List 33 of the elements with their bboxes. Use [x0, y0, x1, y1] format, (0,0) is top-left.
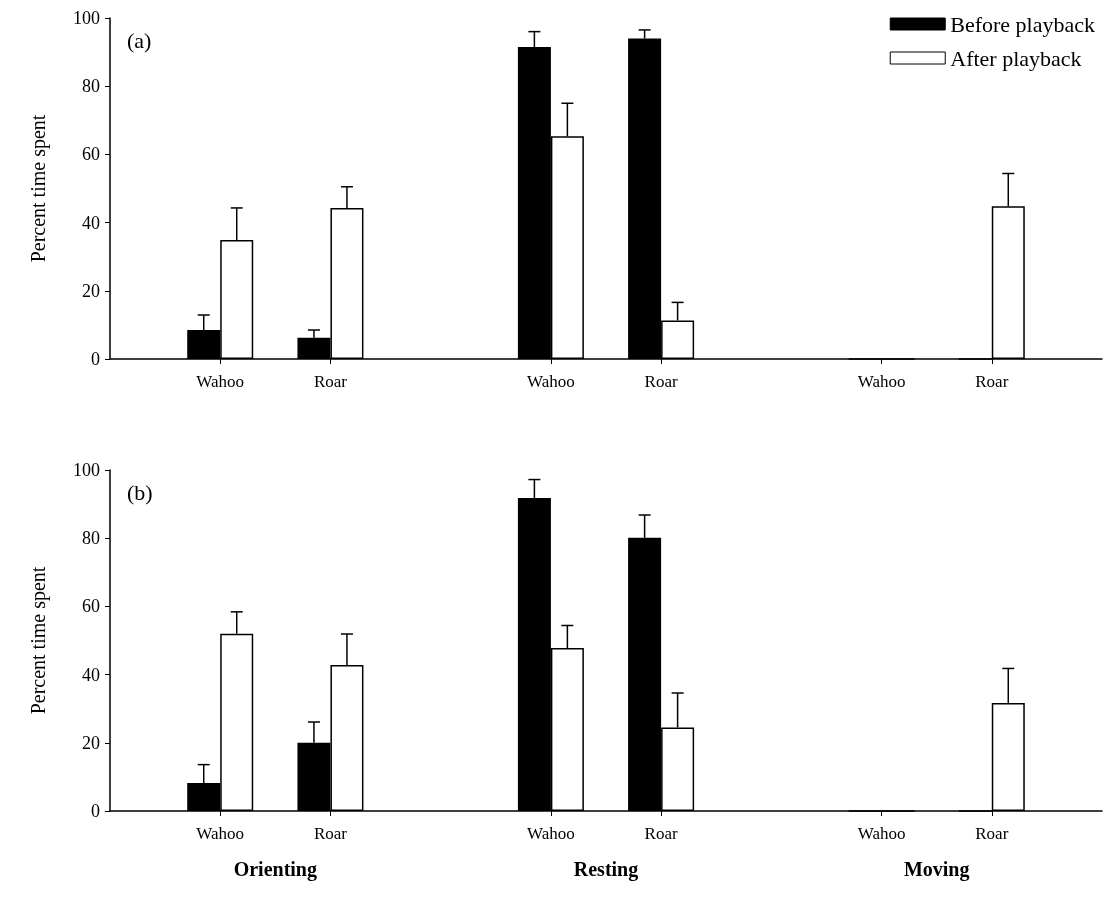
- x-tick-label: Roar: [644, 824, 678, 843]
- chart-title: (a): [127, 27, 152, 53]
- x-tick-label: Wahoo: [196, 824, 245, 843]
- x-tick-label: Roar: [644, 372, 678, 391]
- y-axis-title: Percent time spent: [27, 114, 50, 263]
- x-tick-label: Wahoo: [857, 372, 906, 391]
- chart-title: (b): [127, 479, 153, 505]
- y-tick-label: 0: [91, 349, 100, 369]
- legend-label: Before playback: [950, 11, 1095, 37]
- x-tick-label: Roar: [975, 824, 1009, 843]
- x-tick-label: Wahoo: [527, 824, 575, 843]
- legend-label: After playback: [950, 45, 1082, 71]
- x-tick-label: Roar: [975, 372, 1009, 391]
- y-tick-label: 40: [82, 664, 100, 685]
- x-tick-label: Roar: [313, 824, 348, 843]
- y-tick-label: 100: [73, 460, 100, 480]
- x-tick-label: Wahoo: [857, 824, 906, 843]
- text: Orienting: [233, 858, 318, 881]
- y-tick-label: 0: [91, 801, 100, 821]
- y-tick-label: 20: [82, 280, 100, 301]
- y-tick-label: 80: [82, 528, 100, 549]
- text: Resting: [573, 858, 639, 881]
- x-tick-label: Roar: [313, 372, 348, 391]
- y-tick-label: 60: [82, 144, 100, 165]
- y-tick-label: 40: [82, 212, 100, 233]
- y-tick-label: 20: [82, 732, 100, 753]
- x-tick-label: Wahoo: [196, 372, 245, 391]
- y-tick-label: 60: [82, 596, 100, 617]
- text: Moving: [903, 858, 970, 881]
- y-axis-title: Percent time spent: [27, 566, 50, 715]
- y-tick-label: 80: [82, 76, 100, 97]
- y-tick-label: 100: [73, 8, 100, 28]
- x-tick-label: Wahoo: [527, 372, 575, 391]
